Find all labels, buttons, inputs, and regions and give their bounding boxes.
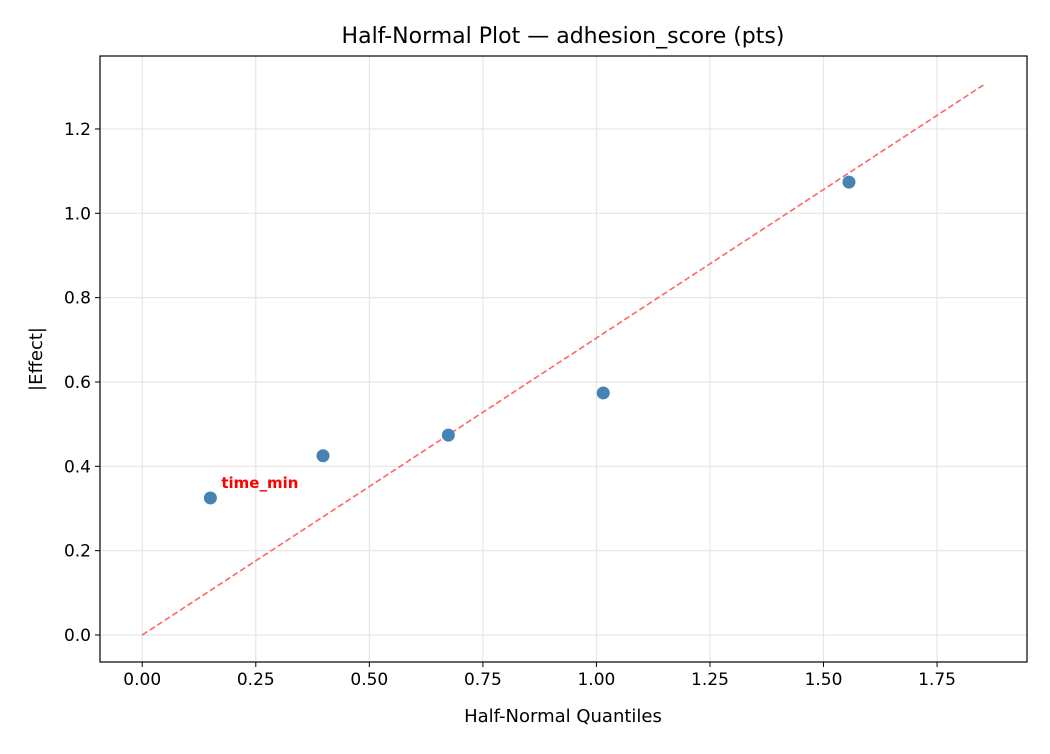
x-tick-label: 0.75 xyxy=(464,670,502,690)
y-tick-label: 0.6 xyxy=(64,373,91,393)
x-tick-label: 0.50 xyxy=(350,670,388,690)
y-axis-label: |Effect| xyxy=(26,327,47,391)
chart-title: Half-Normal Plot — adhesion_score (pts) xyxy=(342,24,785,49)
points-group xyxy=(203,175,856,505)
y-tick-label: 1.0 xyxy=(64,204,91,224)
y-axis-ticks: 0.0 0.2 0.4 0.6 0.8 1.0 1.2 xyxy=(64,120,100,646)
y-tick-label: 0.8 xyxy=(64,289,91,309)
x-tick-label: 1.75 xyxy=(918,670,956,690)
y-tick-label: 0.2 xyxy=(64,542,91,562)
x-tick-label: 1.25 xyxy=(691,670,729,690)
x-tick-label: 0.00 xyxy=(123,670,161,690)
data-point xyxy=(441,428,455,442)
reference-line xyxy=(141,83,986,636)
y-tick-label: 1.2 xyxy=(64,120,91,140)
x-axis-ticks: 0.00 0.25 0.50 0.75 1.00 1.25 1.50 1.75 xyxy=(123,662,956,690)
data-point xyxy=(596,386,610,400)
data-point xyxy=(203,491,217,505)
annotations-group: time_min xyxy=(221,474,298,492)
x-tick-label: 1.00 xyxy=(577,670,615,690)
data-point xyxy=(316,449,330,463)
reference-line-group xyxy=(141,83,986,636)
annotation-label: time_min xyxy=(221,474,298,492)
y-tick-label: 0.0 xyxy=(64,626,91,646)
plot-frame xyxy=(99,55,1028,663)
x-axis-label: Half-Normal Quantiles xyxy=(464,706,662,727)
y-tick-label: 0.4 xyxy=(64,457,91,477)
x-tick-label: 0.25 xyxy=(237,670,275,690)
x-tick-label: 1.50 xyxy=(805,670,843,690)
data-point xyxy=(842,175,856,189)
grid xyxy=(100,56,1027,662)
